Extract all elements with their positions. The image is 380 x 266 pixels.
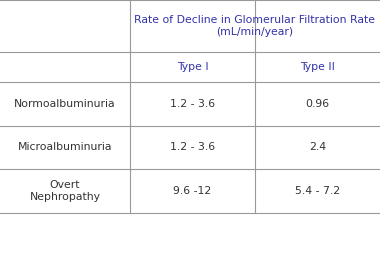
Text: Type I: Type I xyxy=(177,62,208,72)
Text: Rate of Decline in Glomerular Filtration Rate
(mL/min/year): Rate of Decline in Glomerular Filtration… xyxy=(135,15,375,37)
Text: Microalbuminuria: Microalbuminuria xyxy=(18,143,112,152)
Text: Overt
Nephropathy: Overt Nephropathy xyxy=(30,180,100,202)
Text: 2.4: 2.4 xyxy=(309,143,326,152)
Text: Type II: Type II xyxy=(300,62,335,72)
Text: Normoalbuminuria: Normoalbuminuria xyxy=(14,99,116,109)
Text: 1.2 - 3.6: 1.2 - 3.6 xyxy=(170,99,215,109)
Text: 1.2 - 3.6: 1.2 - 3.6 xyxy=(170,143,215,152)
Text: 5.4 - 7.2: 5.4 - 7.2 xyxy=(295,186,340,196)
Text: 9.6 -12: 9.6 -12 xyxy=(173,186,212,196)
Text: 0.96: 0.96 xyxy=(306,99,329,109)
